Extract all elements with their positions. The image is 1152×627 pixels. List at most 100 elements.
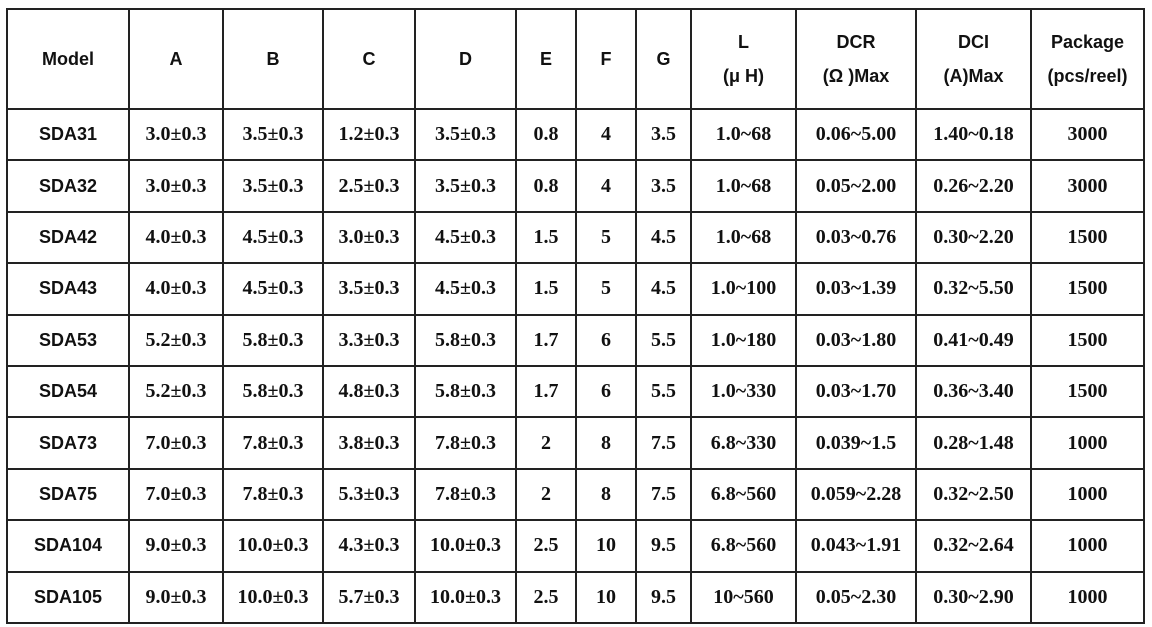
value-cell: 9.0±0.3: [128, 519, 224, 573]
value-cell: 0.32~5.50: [915, 262, 1032, 316]
value-cell: 4.5: [635, 262, 692, 316]
table-body: SDA31 3.0±0.3 3.5±0.3 1.2±0.3 3.5±0.3 0.8 4 3.5…: [6, 107, 1145, 624]
value-cell: 0.05~2.00: [795, 159, 917, 213]
value-cell: 0.06~5.00: [795, 107, 917, 162]
table-row: SDA32 3.0±0.3 3.5±0.3 2.5±0.3 3.5±0.3 0.8 4 3.5…: [6, 159, 1145, 213]
header-cell: E: [515, 8, 577, 110]
model-cell: SDA43: [6, 262, 130, 316]
value-cell: 6: [575, 364, 637, 419]
value-cell: 1500: [1030, 262, 1145, 316]
value-cell: 2: [515, 416, 577, 470]
value-cell: 4: [575, 159, 637, 213]
header-cell: DCR (Ω )Max: [795, 8, 917, 110]
value-cell: 1.7: [515, 364, 577, 419]
model-cell: SDA53: [6, 313, 130, 367]
table-row: SDA104 9.0±0.3 10.0±0.3 4.3±0.3 10.0±0.3 2.5 1…: [6, 519, 1145, 573]
model-cell: SDA54: [6, 364, 130, 419]
value-cell: 7.8±0.3: [222, 416, 324, 470]
value-cell: 7.8±0.3: [414, 467, 517, 522]
header-text: DCR: [836, 32, 876, 52]
value-cell: 4.5±0.3: [222, 210, 324, 265]
value-cell: 0.8: [515, 107, 577, 162]
header-cell: D: [414, 8, 517, 110]
value-cell: 1.5: [515, 210, 577, 265]
value-cell: 10.0±0.3: [222, 519, 324, 573]
value-cell: 3.5: [635, 159, 692, 213]
value-cell: 0.30~2.20: [915, 210, 1032, 265]
value-cell: 3.5±0.3: [222, 107, 324, 162]
header-cell: B: [222, 8, 324, 110]
value-cell: 5.2±0.3: [128, 364, 224, 419]
value-cell: 4.0±0.3: [128, 262, 224, 316]
header-text: L: [738, 32, 749, 52]
value-cell: 5.8±0.3: [414, 313, 517, 367]
header-cell: A: [128, 8, 224, 110]
value-cell: 0.03~1.39: [795, 262, 917, 316]
table-row: SDA42 4.0±0.3 4.5±0.3 3.0±0.3 4.5±0.3 1.5 5 4.5…: [6, 210, 1145, 265]
value-cell: 5: [575, 262, 637, 316]
value-cell: 7.8±0.3: [222, 467, 324, 522]
model-cell: SDA105: [6, 570, 130, 624]
value-cell: 4.0±0.3: [128, 210, 224, 265]
table-row: SDA54 5.2±0.3 5.8±0.3 4.8±0.3 5.8±0.3 1.7 6 5.5…: [6, 364, 1145, 419]
table-row: SDA75 7.0±0.3 7.8±0.3 5.3±0.3 7.8±0.3 2 8 7.5 6.…: [6, 467, 1145, 522]
header-cell: DCI (A)Max: [915, 8, 1032, 110]
value-cell: 9.0±0.3: [128, 570, 224, 624]
value-cell: 1.0~330: [690, 364, 797, 419]
value-cell: 1.2±0.3: [322, 107, 416, 162]
value-cell: 10.0±0.3: [222, 570, 324, 624]
value-cell: 1.0~68: [690, 159, 797, 213]
value-cell: 3.5±0.3: [414, 107, 517, 162]
value-cell: 4.8±0.3: [322, 364, 416, 419]
value-cell: 3.5: [635, 107, 692, 162]
header-text: E: [539, 49, 552, 69]
header-text: (μ H): [722, 66, 764, 86]
value-cell: 3.0±0.3: [128, 159, 224, 213]
value-cell: 0.039~1.5: [795, 416, 917, 470]
header-cell: C: [322, 8, 416, 110]
table-row: SDA105 9.0±0.3 10.0±0.3 5.7±0.3 10.0±0.3 2.5 1…: [6, 570, 1145, 624]
value-cell: 0.30~2.90: [915, 570, 1032, 624]
value-cell: 2.5±0.3: [322, 159, 416, 213]
model-cell: SDA75: [6, 467, 130, 522]
header-text: DCI: [958, 32, 989, 52]
model-cell: SDA32: [6, 159, 130, 213]
header-cell: F: [575, 8, 637, 110]
header-cell: G: [635, 8, 692, 110]
model-cell: SDA73: [6, 416, 130, 470]
value-cell: 5.7±0.3: [322, 570, 416, 624]
table-container: Model A B C D E F G L (μ H) DCR (Ω )Max DCI (A)Max Pac…: [6, 8, 1145, 624]
value-cell: 10.0±0.3: [414, 519, 517, 573]
table-row: SDA31 3.0±0.3 3.5±0.3 1.2±0.3 3.5±0.3 0.8 4 3.5…: [6, 107, 1145, 162]
value-cell: 8: [575, 416, 637, 470]
value-cell: 7.5: [635, 416, 692, 470]
header-text: (pcs/reel): [1047, 66, 1128, 86]
value-cell: 3000: [1030, 107, 1145, 162]
value-cell: 0.03~1.70: [795, 364, 917, 419]
table-row: SDA43 4.0±0.3 4.5±0.3 3.5±0.3 4.5±0.3 1.5 5 4.5…: [6, 262, 1145, 316]
value-cell: 0.03~0.76: [795, 210, 917, 265]
value-cell: 1.0~180: [690, 313, 797, 367]
value-cell: 6.8~330: [690, 416, 797, 470]
value-cell: 1500: [1030, 364, 1145, 419]
value-cell: 10.0±0.3: [414, 570, 517, 624]
header-text: Package: [1050, 32, 1125, 52]
value-cell: 4: [575, 107, 637, 162]
header-row: Model A B C D E F G L (μ H) DCR (Ω )Max DCI (A)Max Pac…: [6, 8, 1145, 110]
value-cell: 3.8±0.3: [322, 416, 416, 470]
value-cell: 7.8±0.3: [414, 416, 517, 470]
value-cell: 5.3±0.3: [322, 467, 416, 522]
value-cell: 3.3±0.3: [322, 313, 416, 367]
value-cell: 0.26~2.20: [915, 159, 1032, 213]
value-cell: 6.8~560: [690, 467, 797, 522]
header-text: F: [600, 49, 612, 69]
value-cell: 0.41~0.49: [915, 313, 1032, 367]
value-cell: 1.40~0.18: [915, 107, 1032, 162]
value-cell: 4.5±0.3: [414, 210, 517, 265]
value-cell: 3.0±0.3: [322, 210, 416, 265]
value-cell: 4.3±0.3: [322, 519, 416, 573]
value-cell: 0.043~1.91: [795, 519, 917, 573]
value-cell: 7.5: [635, 467, 692, 522]
value-cell: 10: [575, 570, 637, 624]
